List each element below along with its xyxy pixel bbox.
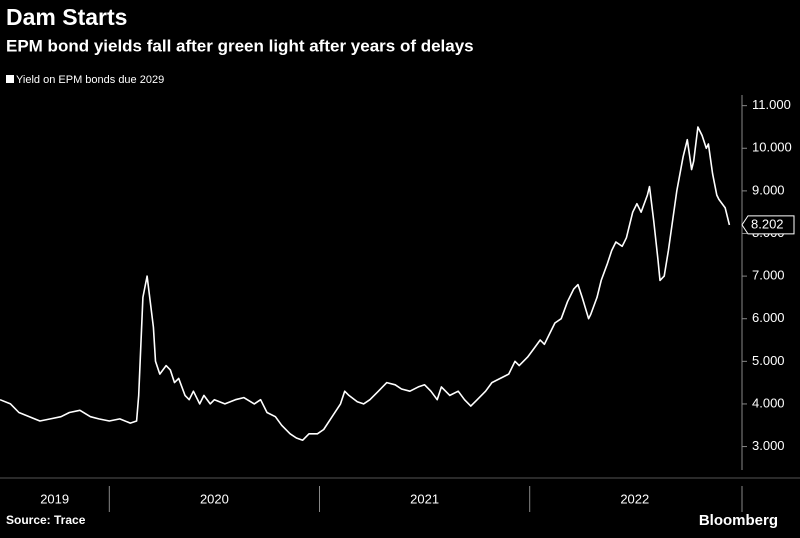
chart-subtitle: EPM bond yields fall after green light a… bbox=[6, 36, 474, 55]
y-tick-label: 5.000 bbox=[752, 353, 785, 368]
chart-title: Dam Starts bbox=[6, 4, 127, 30]
last-value-label: 8.202 bbox=[751, 216, 784, 231]
legend-swatch bbox=[6, 75, 14, 83]
y-tick-label: 10.000 bbox=[752, 140, 792, 155]
last-value-box bbox=[741, 215, 795, 235]
x-tick-label: 2020 bbox=[200, 491, 229, 506]
x-tick-label: 2019 bbox=[40, 491, 69, 506]
y-tick-label: 3.000 bbox=[752, 438, 785, 453]
y-tick-label: 9.000 bbox=[752, 182, 785, 197]
x-tick-label: 2022 bbox=[620, 491, 649, 506]
logo: Bloomberg bbox=[699, 512, 778, 529]
x-tick-label: 2021 bbox=[410, 491, 439, 506]
y-tick-label: 4.000 bbox=[752, 395, 785, 410]
y-tick-label: 6.000 bbox=[752, 310, 785, 325]
line-series bbox=[0, 126, 731, 441]
y-tick-label: 7.000 bbox=[752, 268, 785, 283]
source: Source: Trace bbox=[6, 513, 86, 527]
y-tick-label: 11.000 bbox=[752, 97, 791, 112]
legend-label: Yield on EPM bonds due 2029 bbox=[16, 74, 164, 86]
